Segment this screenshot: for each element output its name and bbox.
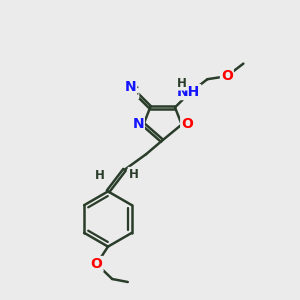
Text: NH: NH [177,85,200,99]
Text: C: C [129,85,138,98]
Text: O: O [181,118,193,131]
Text: O: O [221,69,233,83]
Text: H: H [95,169,104,182]
Text: H: H [129,168,138,181]
Text: N: N [132,118,144,131]
Text: H: H [177,76,187,90]
Text: O: O [91,257,103,271]
Text: N: N [124,80,136,94]
